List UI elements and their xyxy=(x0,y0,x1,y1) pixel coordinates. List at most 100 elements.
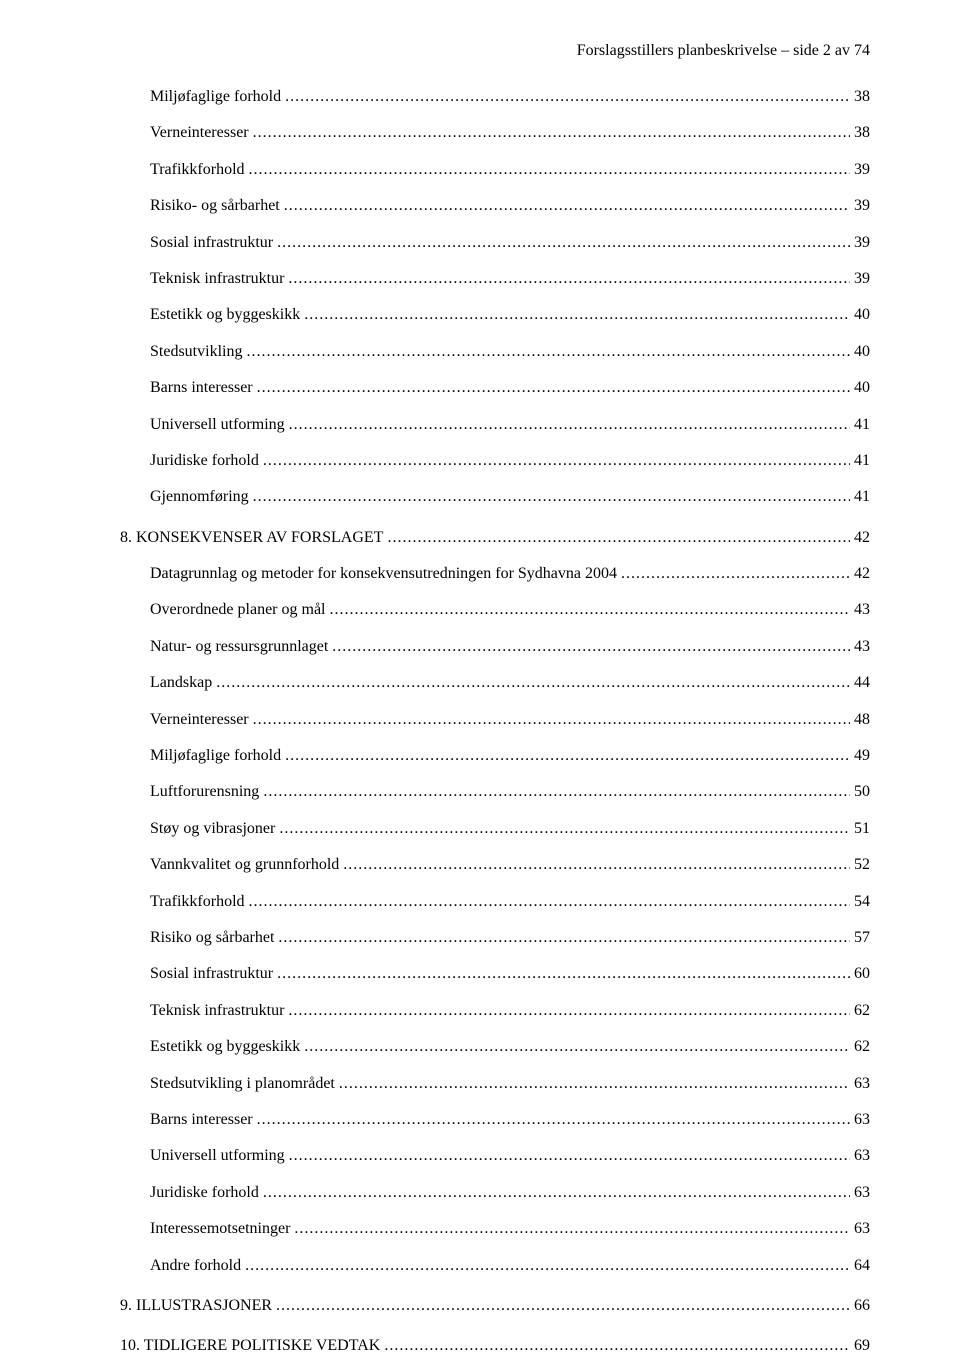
toc-page-number: 52 xyxy=(854,854,870,876)
running-header: Forslagsstillers planbeskrivelse – side … xyxy=(577,42,870,60)
toc-entry: 9. ILLUSTRASJONER.......................… xyxy=(120,1295,870,1317)
toc-entry: Barns interesser........................… xyxy=(120,377,870,399)
toc-page-number: 63 xyxy=(854,1109,870,1131)
toc-label: Stedsutvikling xyxy=(120,341,242,363)
toc-leader-dots: ........................................… xyxy=(332,636,850,658)
toc-leader-dots: ........................................… xyxy=(257,1109,850,1131)
toc-leader-dots: ........................................… xyxy=(245,1255,850,1277)
toc-leader-dots: ........................................… xyxy=(263,1182,850,1204)
toc-page-number: 66 xyxy=(854,1295,870,1317)
toc-entry: Juridiske forhold.......................… xyxy=(120,450,870,472)
toc-page-number: 51 xyxy=(854,818,870,840)
toc-entry: Luftforurensning........................… xyxy=(120,781,870,803)
toc-label: Natur- og ressursgrunnlaget xyxy=(120,636,328,658)
toc-leader-dots: ........................................… xyxy=(384,1335,850,1357)
toc-leader-dots: ........................................… xyxy=(278,927,850,949)
toc-label: 8. KONSEKVENSER AV FORSLAGET xyxy=(120,527,383,549)
toc-leader-dots: ........................................… xyxy=(257,377,850,399)
toc-label: Stedsutvikling i planområdet xyxy=(120,1073,335,1095)
toc-label: Andre forhold xyxy=(120,1255,241,1277)
toc-entry: Datagrunnlag og metoder for konsekvensut… xyxy=(120,563,870,585)
toc-page-number: 63 xyxy=(854,1182,870,1204)
toc-page-number: 38 xyxy=(854,86,870,108)
toc-entry: Miljøfaglige forhold....................… xyxy=(120,745,870,767)
toc-leader-dots: ........................................… xyxy=(284,195,850,217)
toc-entry: Landskap................................… xyxy=(120,672,870,694)
toc-leader-dots: ........................................… xyxy=(253,709,850,731)
toc-page-number: 50 xyxy=(854,781,870,803)
toc-page-number: 39 xyxy=(854,159,870,181)
toc-entry: Verneinteresser.........................… xyxy=(120,709,870,731)
toc-page-number: 44 xyxy=(854,672,870,694)
toc-entry: Risiko og sårbarhet.....................… xyxy=(120,927,870,949)
toc-page-number: 41 xyxy=(854,486,870,508)
toc-page-number: 69 xyxy=(854,1335,870,1357)
toc-label: Landskap xyxy=(120,672,212,694)
toc-label: Luftforurensning xyxy=(120,781,259,803)
toc-entry: Estetikk og byggeskikk..................… xyxy=(120,304,870,326)
toc-entry: Stedsutvikling i planområdet............… xyxy=(120,1073,870,1095)
toc-label: Risiko og sårbarhet xyxy=(120,927,274,949)
toc-label: Trafikkforhold xyxy=(120,159,245,181)
toc-label: Støy og vibrasjoner xyxy=(120,818,275,840)
toc-leader-dots: ........................................… xyxy=(263,450,850,472)
toc-leader-dots: ........................................… xyxy=(343,854,850,876)
toc-entry: Miljøfaglige forhold....................… xyxy=(120,86,870,108)
toc-label: Miljøfaglige forhold xyxy=(120,86,281,108)
toc-page-number: 63 xyxy=(854,1145,870,1167)
toc-leader-dots: ........................................… xyxy=(294,1218,850,1240)
toc-leader-dots: ........................................… xyxy=(288,268,850,290)
toc-leader-dots: ........................................… xyxy=(621,563,850,585)
toc-label: Vannkvalitet og grunnforhold xyxy=(120,854,339,876)
toc-label: 10. TIDLIGERE POLITISKE VEDTAK xyxy=(120,1335,380,1357)
toc-leader-dots: ........................................… xyxy=(216,672,850,694)
toc-label: Teknisk infrastruktur xyxy=(120,1000,284,1022)
toc-label: Barns interesser xyxy=(120,1109,253,1131)
toc-leader-dots: ........................................… xyxy=(249,891,850,913)
document-page: Forslagsstillers planbeskrivelse – side … xyxy=(0,0,960,952)
toc-leader-dots: ........................................… xyxy=(263,781,850,803)
toc-page-number: 62 xyxy=(854,1036,870,1058)
toc-entry: Støy og vibrasjoner.....................… xyxy=(120,818,870,840)
toc-page-number: 39 xyxy=(854,195,870,217)
toc-page-number: 60 xyxy=(854,963,870,985)
toc-leader-dots: ........................................… xyxy=(285,745,850,767)
toc-entry: Universell utforming....................… xyxy=(120,1145,870,1167)
toc-page-number: 64 xyxy=(854,1255,870,1277)
toc-entry: Overordnede planer og mål...............… xyxy=(120,599,870,621)
toc-label: Trafikkforhold xyxy=(120,891,245,913)
toc-label: Sosial infrastruktur xyxy=(120,963,273,985)
toc-page-number: 39 xyxy=(854,268,870,290)
toc-page-number: 42 xyxy=(854,527,870,549)
toc-label: Gjennomføring xyxy=(120,486,249,508)
toc-page-number: 42 xyxy=(854,563,870,585)
toc-entry: 8. KONSEKVENSER AV FORSLAGET............… xyxy=(120,527,870,549)
toc-label: Overordnede planer og mål xyxy=(120,599,325,621)
toc-label: Barns interesser xyxy=(120,377,253,399)
toc-label: Verneinteresser xyxy=(120,709,249,731)
toc-page-number: 41 xyxy=(854,450,870,472)
toc-entry: Juridiske forhold.......................… xyxy=(120,1182,870,1204)
toc-leader-dots: ........................................… xyxy=(249,159,850,181)
toc-page-number: 48 xyxy=(854,709,870,731)
toc-leader-dots: ........................................… xyxy=(304,304,850,326)
toc-page-number: 40 xyxy=(854,341,870,363)
toc-leader-dots: ........................................… xyxy=(253,122,850,144)
toc-entry: Andre forhold...........................… xyxy=(120,1255,870,1277)
toc-page-number: 57 xyxy=(854,927,870,949)
toc-label: Miljøfaglige forhold xyxy=(120,745,281,767)
toc-label: Estetikk og byggeskikk xyxy=(120,304,300,326)
toc-leader-dots: ........................................… xyxy=(285,86,850,108)
toc-page-number: 43 xyxy=(854,636,870,658)
toc-page-number: 49 xyxy=(854,745,870,767)
table-of-contents: Miljøfaglige forhold....................… xyxy=(120,86,870,1358)
toc-page-number: 63 xyxy=(854,1073,870,1095)
toc-label: Teknisk infrastruktur xyxy=(120,268,284,290)
toc-page-number: 38 xyxy=(854,122,870,144)
toc-page-number: 40 xyxy=(854,377,870,399)
toc-label: Verneinteresser xyxy=(120,122,249,144)
toc-leader-dots: ........................................… xyxy=(246,341,850,363)
toc-label: 9. ILLUSTRASJONER xyxy=(120,1295,272,1317)
toc-entry: Natur- og ressursgrunnlaget.............… xyxy=(120,636,870,658)
toc-leader-dots: ........................................… xyxy=(329,599,850,621)
